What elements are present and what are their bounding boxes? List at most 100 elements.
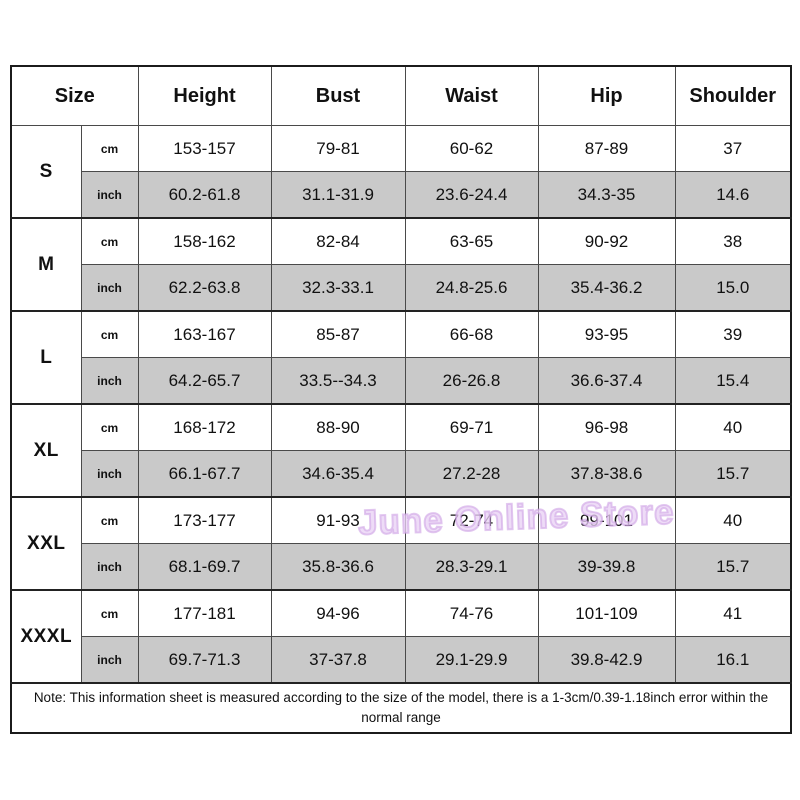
cell-waist: 29.1-29.9 bbox=[404, 636, 539, 684]
cell-height: 163-167 bbox=[137, 310, 272, 358]
cell-waist: 26-26.8 bbox=[404, 357, 539, 405]
cell-bust: 37-37.8 bbox=[270, 636, 406, 684]
cell-hip: 99-101 bbox=[537, 496, 676, 544]
cell-shoulder: 40 bbox=[674, 403, 792, 451]
cell-hip: 34.3-35 bbox=[537, 171, 676, 219]
cell-height: 66.1-67.7 bbox=[137, 450, 272, 498]
cell-bust: 33.5--34.3 bbox=[270, 357, 406, 405]
cell-hip: 39.8-42.9 bbox=[537, 636, 676, 684]
table-row-s-inch: inch 60.2-61.8 31.1-31.9 23.6-24.4 34.3-… bbox=[11, 171, 792, 219]
note-text: Note: This information sheet is measured… bbox=[10, 682, 792, 734]
cell-waist: 24.8-25.6 bbox=[404, 264, 539, 312]
table-row-l-inch: inch 64.2-65.7 33.5--34.3 26-26.8 36.6-3… bbox=[11, 357, 792, 405]
cell-hip: 101-109 bbox=[537, 589, 676, 637]
cell-shoulder: 40 bbox=[674, 496, 792, 544]
cell-shoulder: 15.7 bbox=[674, 543, 792, 591]
cell-height: 68.1-69.7 bbox=[137, 543, 272, 591]
unit-label-cm: cm bbox=[80, 403, 139, 451]
table-row-m-cm: M cm 158-162 82-84 63-65 90-92 38 bbox=[10, 217, 792, 312]
cell-bust: 91-93 bbox=[270, 496, 406, 544]
cell-waist: 66-68 bbox=[404, 310, 539, 358]
unit-label-inch: inch bbox=[80, 357, 139, 405]
header-row: Size Height Bust Waist Hip Shoulder bbox=[10, 65, 792, 126]
table-row-xxl-inch: inch 68.1-69.7 35.8-36.6 28.3-29.1 39-39… bbox=[11, 543, 792, 591]
unit-label-cm: cm bbox=[80, 496, 139, 544]
table-row-l-cm: L cm 163-167 85-87 66-68 93-95 39 bbox=[10, 310, 792, 405]
size-label-xxl: XXL bbox=[10, 496, 82, 591]
cell-height: 168-172 bbox=[137, 403, 272, 451]
size-label-m: M bbox=[10, 217, 82, 312]
cell-waist: 60-62 bbox=[404, 125, 539, 172]
cell-bust: 94-96 bbox=[270, 589, 406, 637]
size-chart-table: Size Height Bust Waist Hip Shoulder S cm… bbox=[10, 65, 792, 734]
cell-bust: 88-90 bbox=[270, 403, 406, 451]
size-label-s: S bbox=[10, 125, 82, 219]
table-row-xl-cm: XL cm 168-172 88-90 69-71 96-98 40 bbox=[10, 403, 792, 498]
cell-waist: 72-74 bbox=[404, 496, 539, 544]
size-label-l: L bbox=[10, 310, 82, 405]
header-cell-bust: Bust bbox=[270, 65, 406, 126]
cell-bust: 31.1-31.9 bbox=[270, 171, 406, 219]
unit-label-inch: inch bbox=[80, 450, 139, 498]
unit-label-cm: cm bbox=[80, 310, 139, 358]
cell-shoulder: 39 bbox=[674, 310, 792, 358]
cell-hip: 35.4-36.2 bbox=[537, 264, 676, 312]
cell-hip: 90-92 bbox=[537, 217, 676, 265]
cell-waist: 69-71 bbox=[404, 403, 539, 451]
unit-label-cm: cm bbox=[80, 217, 139, 265]
cell-bust: 79-81 bbox=[270, 125, 406, 172]
unit-label-cm: cm bbox=[80, 125, 139, 172]
header-cell-waist: Waist bbox=[404, 65, 539, 126]
cell-shoulder: 37 bbox=[674, 125, 792, 172]
cell-height: 173-177 bbox=[137, 496, 272, 544]
cell-height: 158-162 bbox=[137, 217, 272, 265]
cell-height: 69.7-71.3 bbox=[137, 636, 272, 684]
unit-label-inch: inch bbox=[80, 636, 139, 684]
cell-height: 153-157 bbox=[137, 125, 272, 172]
cell-shoulder: 15.7 bbox=[674, 450, 792, 498]
unit-label-inch: inch bbox=[80, 264, 139, 312]
table-row-xxl-cm: XXL cm 173-177 91-93 72-74 99-101 40 bbox=[10, 496, 792, 591]
cell-shoulder: 38 bbox=[674, 217, 792, 265]
cell-hip: 93-95 bbox=[537, 310, 676, 358]
table-row-s-cm: S cm 153-157 79-81 60-62 87-89 37 bbox=[10, 125, 792, 219]
cell-height: 62.2-63.8 bbox=[137, 264, 272, 312]
cell-shoulder: 41 bbox=[674, 589, 792, 637]
cell-hip: 96-98 bbox=[537, 403, 676, 451]
cell-shoulder: 16.1 bbox=[674, 636, 792, 684]
cell-waist: 63-65 bbox=[404, 217, 539, 265]
header-cell-shoulder: Shoulder bbox=[674, 65, 792, 126]
cell-bust: 34.6-35.4 bbox=[270, 450, 406, 498]
cell-height: 60.2-61.8 bbox=[137, 171, 272, 219]
cell-hip: 87-89 bbox=[537, 125, 676, 172]
size-label-xl: XL bbox=[10, 403, 82, 498]
size-chart-container: Size Height Bust Waist Hip Shoulder S cm… bbox=[10, 65, 792, 734]
cell-height: 64.2-65.7 bbox=[137, 357, 272, 405]
unit-label-inch: inch bbox=[80, 171, 139, 219]
note-row: Note: This information sheet is measured… bbox=[10, 682, 792, 734]
cell-waist: 23.6-24.4 bbox=[404, 171, 539, 219]
table-row-xxxl-inch: inch 69.7-71.3 37-37.8 29.1-29.9 39.8-42… bbox=[11, 636, 792, 684]
cell-waist: 27.2-28 bbox=[404, 450, 539, 498]
size-label-xxxl: XXXL bbox=[10, 589, 82, 684]
cell-hip: 37.8-38.6 bbox=[537, 450, 676, 498]
unit-label-cm: cm bbox=[80, 589, 139, 637]
cell-height: 177-181 bbox=[137, 589, 272, 637]
cell-bust: 85-87 bbox=[270, 310, 406, 358]
cell-bust: 35.8-36.6 bbox=[270, 543, 406, 591]
cell-hip: 36.6-37.4 bbox=[537, 357, 676, 405]
header-cell-height: Height bbox=[137, 65, 272, 126]
table-row-xl-inch: inch 66.1-67.7 34.6-35.4 27.2-28 37.8-38… bbox=[11, 450, 792, 498]
cell-shoulder: 15.0 bbox=[674, 264, 792, 312]
cell-waist: 74-76 bbox=[404, 589, 539, 637]
cell-bust: 82-84 bbox=[270, 217, 406, 265]
cell-hip: 39-39.8 bbox=[537, 543, 676, 591]
cell-shoulder: 14.6 bbox=[674, 171, 792, 219]
cell-bust: 32.3-33.1 bbox=[270, 264, 406, 312]
unit-label-inch: inch bbox=[80, 543, 139, 591]
table-row-m-inch: inch 62.2-63.8 32.3-33.1 24.8-25.6 35.4-… bbox=[11, 264, 792, 312]
cell-shoulder: 15.4 bbox=[674, 357, 792, 405]
header-cell-size: Size bbox=[10, 65, 139, 126]
cell-waist: 28.3-29.1 bbox=[404, 543, 539, 591]
header-cell-hip: Hip bbox=[537, 65, 676, 126]
